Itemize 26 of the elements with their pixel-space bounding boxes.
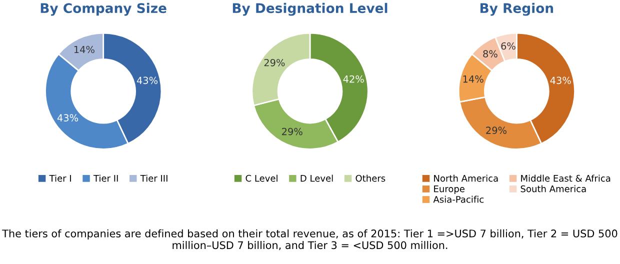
legend-label: Tier I bbox=[49, 174, 71, 182]
legend-label: Tier III bbox=[140, 174, 168, 182]
data-label: 14% bbox=[74, 46, 94, 54]
legend-label: Middle East & Africa bbox=[521, 174, 610, 182]
legend-label: Tier II bbox=[93, 174, 118, 182]
data-label: 29% bbox=[486, 126, 506, 134]
data-label: 42% bbox=[343, 75, 364, 83]
data-label: 29% bbox=[282, 128, 302, 136]
legend-label: Others bbox=[356, 174, 386, 182]
legend-label: Europe bbox=[434, 186, 464, 194]
data-label: 14% bbox=[463, 75, 484, 83]
data-label: 6% bbox=[501, 42, 516, 50]
data-label: 29% bbox=[264, 58, 285, 66]
text: The tiers of companies are defined based on their total revenue, as of 2015: Tier 1 =>USD 7 billion, Tier 2 = USD 500 million–USD 7 billion, and Tier 3 = <USD 500 million. bbox=[2, 229, 618, 250]
legend-label: North America bbox=[434, 174, 498, 182]
data-label: 43% bbox=[550, 76, 571, 84]
legend-label: Asia-Pacific bbox=[433, 196, 484, 203]
data-label: 43% bbox=[57, 114, 78, 122]
chart-title: By Region bbox=[480, 2, 554, 16]
data-label: 8% bbox=[483, 50, 498, 58]
legend-label: D Level bbox=[300, 174, 333, 182]
data-label: 43% bbox=[136, 76, 158, 84]
chart-title: By Designation Level bbox=[232, 2, 388, 16]
chart-title: By Company Size bbox=[40, 2, 166, 16]
legend-label: C Level bbox=[246, 174, 278, 182]
legend-label: South America bbox=[520, 185, 586, 192]
